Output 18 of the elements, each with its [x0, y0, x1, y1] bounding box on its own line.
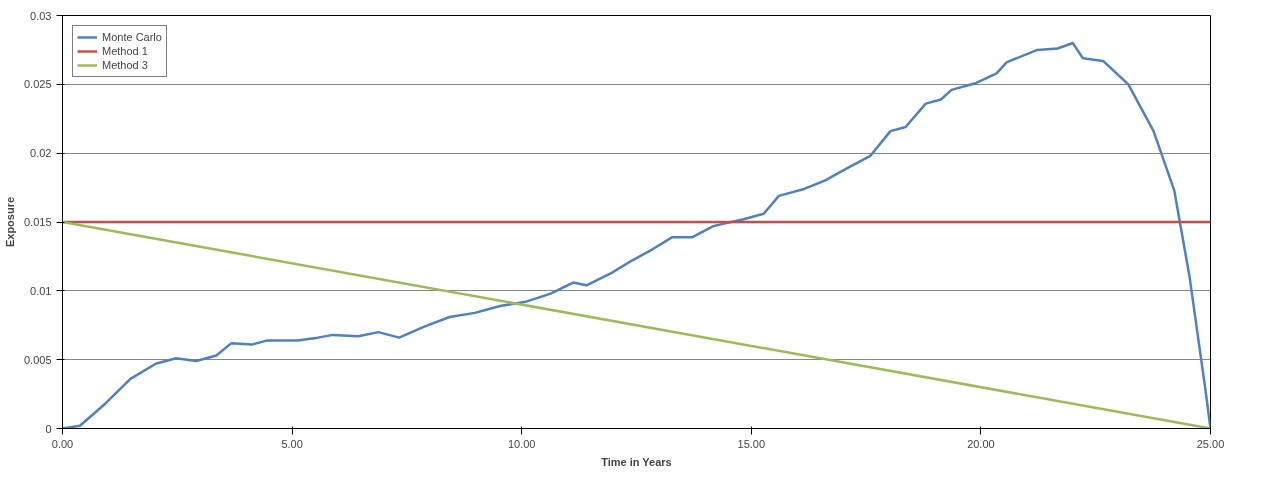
y-tick-label: 0.015	[23, 216, 52, 228]
y-axis-title: Exposure	[3, 196, 16, 248]
x-tick-label: 20.00	[967, 437, 995, 450]
y-tick-label: 0.03	[30, 9, 52, 22]
y-tick-label: 0.01	[30, 284, 52, 297]
y-tick-label: 0.005	[23, 353, 52, 366]
x-axis-title: Time in Years	[601, 455, 672, 468]
x-tick-label: 10.00	[507, 437, 536, 450]
x-tick-label: 5.00	[281, 437, 303, 450]
x-tick-label: 0.00	[51, 437, 74, 450]
legend-label: Method 1	[102, 44, 148, 58]
y-tick-label: 0.025	[23, 78, 52, 91]
legend-label: Method 3	[102, 58, 148, 72]
x-tick-label: 25.00	[1196, 437, 1225, 450]
x-tick-label: 15.00	[737, 437, 766, 450]
y-tick-label: 0.02	[30, 147, 52, 160]
legend-label: Monte Carlo	[102, 30, 162, 44]
y-tick-label: 0	[45, 422, 52, 435]
